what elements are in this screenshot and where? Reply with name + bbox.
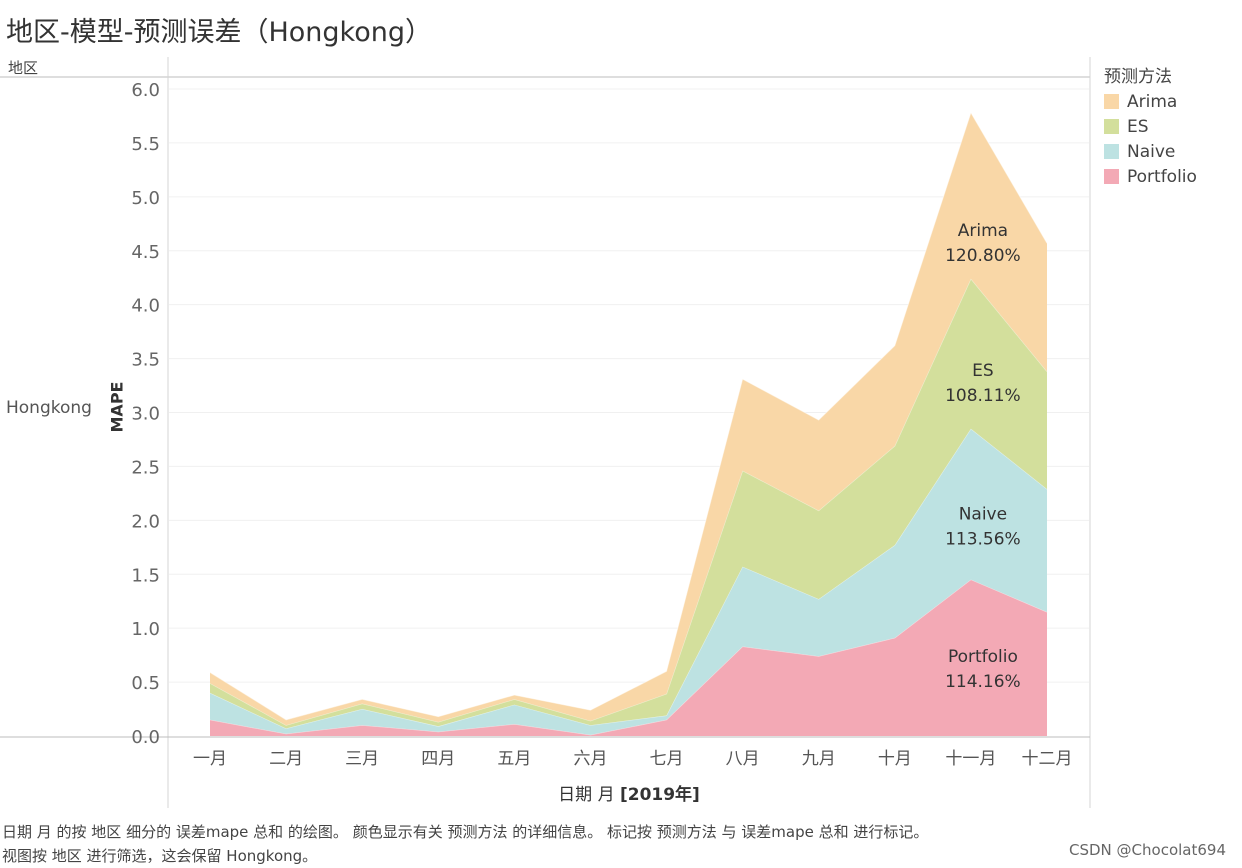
series-label-value: 113.56%	[945, 530, 1021, 550]
area-arima[interactable]	[210, 112, 1047, 726]
legend-swatch-arima	[1104, 94, 1119, 109]
y-tick-label: 4.5	[131, 242, 160, 263]
y-tick-label: 3.0	[131, 404, 160, 425]
legend-item-es[interactable]: ES	[1104, 114, 1197, 139]
y-tick-label: 2.0	[131, 511, 160, 532]
chart-frame	[0, 57, 1091, 808]
legend-swatch-es	[1104, 119, 1119, 134]
series-label-value: 108.11%	[945, 386, 1021, 406]
x-axis-title-year: [2019年]	[619, 785, 700, 805]
series-label-name: Arima	[958, 221, 1008, 241]
x-tick-label: 十一月	[945, 749, 996, 769]
series-labels: Arima 120.80% ES 108.11% Naive 113.56% Portfol…	[945, 221, 1021, 692]
row-label: Hongkong	[6, 398, 92, 418]
area-naive[interactable]	[210, 428, 1047, 735]
x-tick-label: 四月	[421, 749, 455, 769]
series-label-name: ES	[972, 361, 994, 381]
x-axis-title: 日期 月 [2019年]	[558, 780, 700, 805]
y-tick-label: 5.0	[131, 188, 160, 209]
chart-caption: 日期 月 的按 地区 细分的 误差mape 总和 的绘图。 颜色显示有关 预测方…	[2, 820, 1152, 868]
legend-item-arima[interactable]: Arima	[1104, 89, 1197, 114]
y-tick-label: 1.0	[131, 619, 160, 640]
y-tick-label: 4.0	[131, 296, 160, 317]
area-es[interactable]	[210, 278, 1047, 729]
legend-swatch-naive	[1104, 144, 1119, 159]
x-tick-label: 三月	[345, 749, 379, 769]
area-edge-arima	[209, 111, 1048, 721]
series-label-value: 114.16%	[945, 672, 1021, 692]
y-tick-label: 6.0	[131, 80, 160, 101]
legend-label-portfolio: Portfolio	[1127, 166, 1197, 187]
y-tick-label: 0.5	[131, 673, 160, 694]
x-tick-label: 六月	[573, 749, 607, 769]
x-tick-label: 八月	[726, 749, 760, 769]
legend-title: 预测方法	[1104, 67, 1172, 87]
legend-label-es: ES	[1127, 116, 1149, 137]
x-tick-label: 十月	[878, 749, 912, 769]
legend-label-arima: Arima	[1127, 91, 1178, 112]
y-tick-label: 5.5	[131, 134, 160, 155]
x-tick-label: 五月	[497, 749, 531, 769]
series-label-name: Naive	[959, 505, 1007, 525]
y-tick-label: 3.5	[131, 350, 160, 371]
legend-label-naive: Naive	[1127, 141, 1176, 162]
x-tick-label: 一月	[193, 749, 227, 769]
area-series	[209, 111, 1048, 736]
legend-swatch-portfolio	[1104, 169, 1119, 184]
y-axis-ticks: 0.0 0.5 1.0 1.5 2.0 2.5 3.0 3.5 4.0 4.5 5.0 5.5 6.0	[131, 80, 160, 748]
row-header: 地区	[8, 59, 39, 77]
credit-watermark: CSDN @Chocolat694	[1069, 841, 1226, 859]
x-axis-ticks: 一月 二月 三月 四月 五月 六月 七月 八月 九月 十月 十一月 十二月	[193, 749, 1073, 769]
x-tick-label: 二月	[269, 749, 303, 769]
x-tick-label: 九月	[802, 749, 836, 769]
y-tick-label: 0.0	[131, 727, 160, 748]
y-tick-label: 1.5	[131, 565, 160, 586]
series-label-value: 120.80%	[945, 246, 1021, 266]
caption-line-2: 视图按 地区 进行筛选，这会保留 Hongkong。	[2, 847, 318, 865]
x-axis-title-prefix: 日期 月	[558, 785, 615, 805]
legend: 预测方法 Arima ES Naive Portfolio	[1104, 62, 1197, 189]
x-tick-label: 十二月	[1022, 749, 1073, 769]
y-tick-label: 2.5	[131, 457, 160, 478]
chart-title: 地区-模型-预测误差（Hongkong）	[6, 17, 433, 48]
series-label-name: Portfolio	[948, 647, 1018, 667]
area-portfolio[interactable]	[210, 579, 1047, 736]
caption-line-1: 日期 月 的按 地区 细分的 误差mape 总和 的绘图。 颜色显示有关 预测方…	[2, 823, 929, 841]
legend-item-naive[interactable]: Naive	[1104, 139, 1197, 164]
legend-item-portfolio[interactable]: Portfolio	[1104, 164, 1197, 189]
x-tick-label: 七月	[650, 749, 684, 769]
